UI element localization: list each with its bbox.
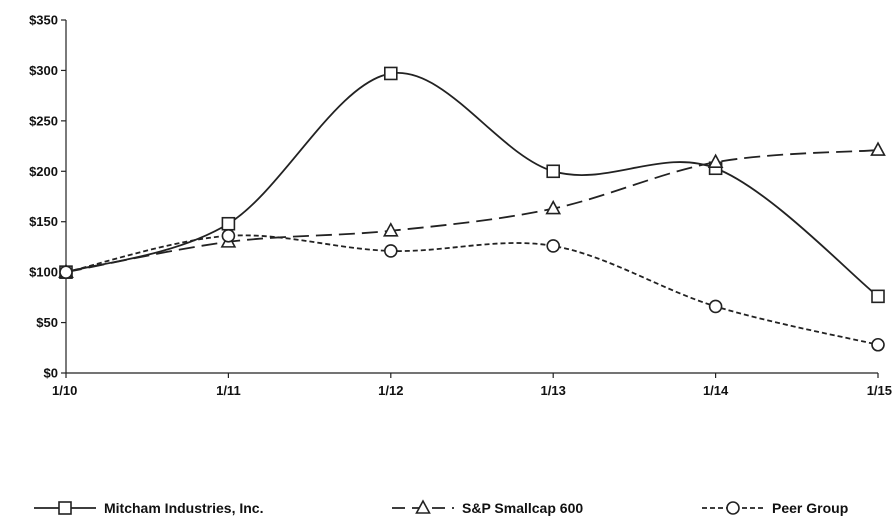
data-point-square [383,66,398,81]
y-axis-ticks: $0 $50 $100 $150 $200 $250 $300 $350 [29,13,66,381]
chart-axes [65,20,878,374]
legend-label: Peer Group [772,500,848,516]
y-tick-label: $0 [44,366,58,381]
legend-item: Peer Group [702,500,848,516]
y-tick-label: $200 [29,164,58,179]
legend-swatch-circle [726,501,740,515]
legend: Mitcham Industries, Inc. S&P Smallcap 600… [34,499,848,516]
y-tick-label: $300 [29,63,58,78]
y-tick-label: $350 [29,13,58,28]
x-axis-ticks: 1/10 1/11 1/12 1/13 1/14 1/15 [52,373,892,398]
x-tick-label: 1/13 [541,383,566,398]
x-tick-label: 1/15 [867,383,892,398]
data-point-circle [383,244,398,258]
series-line-3 [65,234,879,346]
data-point-circle [59,265,73,279]
x-tick-label: 1/14 [703,383,729,398]
data-point-triangle [707,153,724,169]
series-markers [58,66,886,352]
y-tick-label: $150 [29,214,58,229]
data-point-circle [708,299,723,314]
series-lines [65,72,879,346]
x-tick-label: 1/11 [216,383,241,398]
x-tick-label: 1/12 [378,383,403,398]
data-point-triangle [870,141,886,156]
y-tick-label: $250 [29,113,58,128]
series-line-2 [65,149,879,274]
y-tick-label: $50 [36,315,58,330]
data-point-triangle [545,199,562,215]
x-tick-label: 1/10 [52,383,77,398]
data-point-circle [546,239,561,253]
data-point-triangle [382,222,399,237]
series-line-1 [65,72,879,298]
legend-label: S&P Smallcap 600 [462,500,583,516]
legend-swatch-triangle [415,499,431,514]
y-tick-label: $100 [29,265,58,280]
legend-item: S&P Smallcap 600 [392,499,583,516]
legend-item: Mitcham Industries, Inc. [34,500,263,516]
data-point-square [871,289,885,304]
data-point-circle [221,229,236,243]
legend-swatch-square [58,501,72,515]
data-point-circle [871,337,885,352]
data-point-square [546,164,561,179]
legend-label: Mitcham Industries, Inc. [104,500,263,516]
data-point-square [221,216,236,231]
